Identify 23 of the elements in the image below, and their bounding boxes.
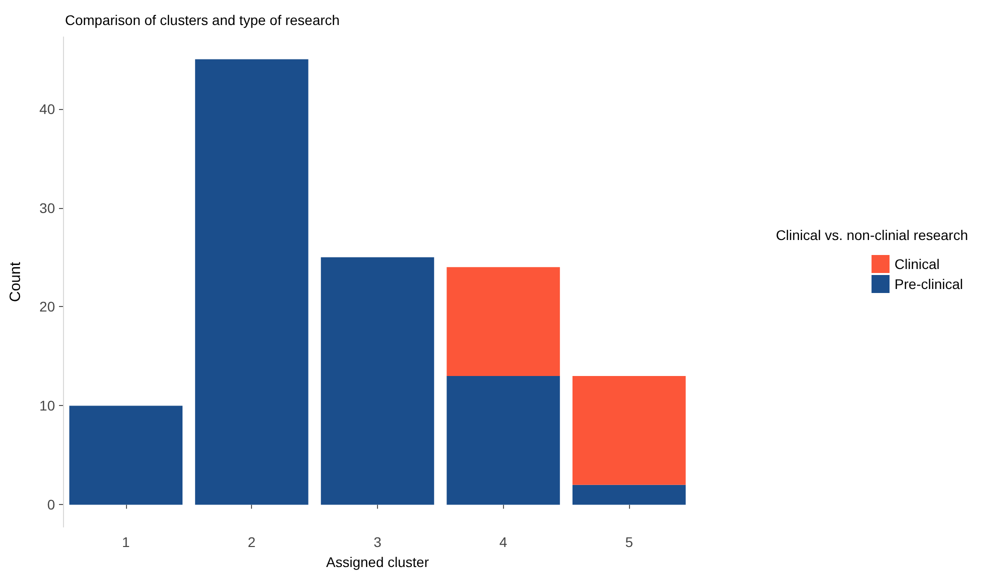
legend-label: Clinical: [894, 256, 940, 272]
y-tick-label: 10: [39, 398, 56, 414]
legend-title: Clinical vs. non-clinial research: [776, 227, 968, 243]
y-tick-label: 30: [39, 200, 56, 216]
x-tick-label: 2: [248, 534, 256, 550]
y-tick-label: 40: [39, 100, 56, 117]
bar: [446, 267, 560, 376]
bar: [572, 484, 686, 505]
x-axis-title: Assigned cluster: [326, 554, 430, 570]
bar: [69, 406, 183, 505]
bar: [320, 257, 434, 505]
x-tick-label: 5: [625, 534, 634, 550]
y-axis-title: Count: [7, 261, 24, 302]
x-tick-label: 3: [374, 534, 382, 550]
y-tick-label: 20: [39, 298, 56, 315]
bar: [195, 59, 308, 505]
chart-title: Comparison of clusters and type of research: [65, 12, 340, 28]
legend-label: Pre-clinical: [894, 276, 964, 292]
x-tick-label: 1: [122, 534, 130, 550]
x-tick-label: 4: [499, 534, 508, 550]
bar: [572, 376, 686, 485]
y-tick-label: 0: [47, 496, 56, 513]
bar: [446, 376, 560, 505]
